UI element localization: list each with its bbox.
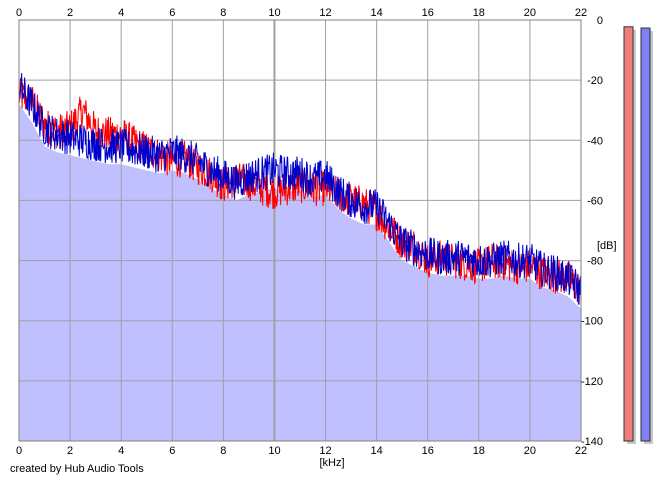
level-meter-right: [640, 27, 651, 442]
level-meter-left: [623, 26, 634, 442]
x-tick-label-bottom: 22: [575, 445, 587, 457]
x-tick-label-top: 16: [422, 7, 434, 19]
x-tick-label-top: 14: [371, 7, 383, 19]
x-tick-label-top: 12: [319, 7, 331, 19]
y-axis-label: [dB]: [597, 240, 617, 252]
spectrum-fill-area: [19, 104, 581, 441]
x-tick-label-top: 8: [220, 7, 226, 19]
x-axis-label: [kHz]: [319, 457, 345, 469]
x-tick-label-top: 4: [118, 7, 124, 19]
y-tick-label: -80: [587, 256, 603, 268]
x-tick-label-bottom: 18: [473, 445, 485, 457]
y-tick-label: 0: [597, 15, 603, 27]
x-tick-label-bottom: 10: [268, 445, 280, 457]
credit-text: created by Hub Audio Tools: [10, 463, 144, 475]
y-tick-label: -120: [581, 376, 603, 388]
x-tick-label-bottom: 0: [16, 445, 22, 457]
y-tick-label: -140: [581, 436, 603, 448]
x-tick-label-top: 6: [169, 7, 175, 19]
x-tick-label-bottom: 8: [220, 445, 226, 457]
x-tick-label-bottom: 2: [67, 445, 73, 457]
y-tick-label: -100: [581, 316, 603, 328]
x-tick-label-bottom: 14: [371, 445, 383, 457]
x-tick-label-top: 10: [268, 7, 280, 19]
x-tick-label-top: 22: [575, 7, 587, 19]
x-tick-label-bottom: 16: [422, 445, 434, 457]
x-tick-label-top: 0: [16, 7, 22, 19]
x-tick-label-top: 2: [67, 7, 73, 19]
x-tick-label-top: 18: [473, 7, 485, 19]
x-tick-label-bottom: 4: [118, 445, 124, 457]
x-tick-label-top: 20: [524, 7, 536, 19]
y-tick-label: -20: [587, 75, 603, 87]
x-tick-label-bottom: 12: [319, 445, 331, 457]
y-tick-label: -60: [587, 195, 603, 207]
y-tick-label: -40: [587, 135, 603, 147]
x-tick-label-bottom: 20: [524, 445, 536, 457]
x-tick-label-bottom: 6: [169, 445, 175, 457]
plot-border: [18, 19, 582, 442]
series-line-blue: [18, 73, 582, 305]
